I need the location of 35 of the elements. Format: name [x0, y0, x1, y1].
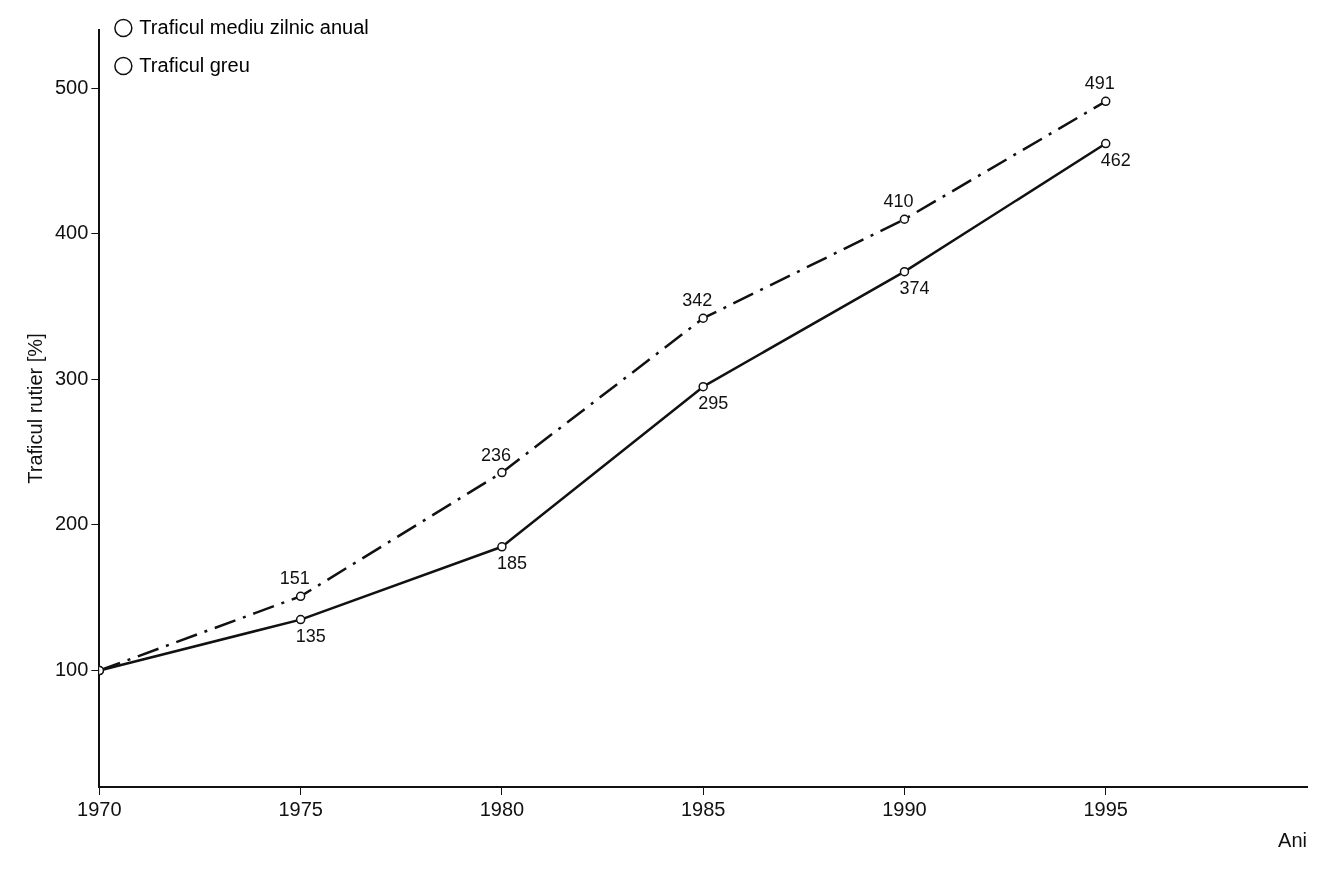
y-tick-label: 500 — [54, 75, 89, 98]
point — [1100, 138, 1111, 149]
point — [497, 467, 507, 478]
point — [295, 591, 306, 602]
data-label: 236 — [480, 444, 511, 465]
y-tick-label: 100 — [54, 658, 89, 681]
point — [698, 381, 708, 392]
data-label: 151 — [279, 568, 310, 589]
point — [295, 614, 306, 625]
x-tick-label: 1985 — [680, 797, 726, 820]
x-axis-title: Ani — [1278, 828, 1307, 851]
point — [899, 214, 910, 224]
point — [899, 266, 910, 277]
data-label: 410 — [883, 191, 914, 212]
data-label: 491 — [1084, 73, 1115, 94]
data-label: 374 — [899, 277, 930, 298]
point — [1100, 96, 1111, 107]
data-label: 185 — [496, 552, 527, 573]
point — [497, 542, 507, 552]
x-tick-label: 1975 — [278, 797, 323, 820]
x-tick-label: 1990 — [882, 797, 927, 820]
data-label: 462 — [1100, 149, 1131, 170]
x-tick-label: 1995 — [1083, 797, 1128, 820]
y-tick-label: 200 — [54, 512, 89, 535]
legend-label: Traficul mediu zilnic anual — [139, 15, 369, 38]
legend-label: Traficul greu — [139, 53, 250, 76]
y-tick-label: 400 — [54, 221, 89, 244]
y-axis-title: Traficul rutier [%] — [23, 333, 46, 484]
data-label: 295 — [698, 392, 729, 413]
point — [698, 313, 708, 323]
x-tick-label: 1970 — [77, 797, 122, 820]
data-label: 135 — [295, 625, 326, 646]
y-tick-label: 300 — [54, 366, 89, 389]
x-tick-label: 1980 — [479, 797, 525, 820]
data-label: 342 — [682, 290, 713, 311]
